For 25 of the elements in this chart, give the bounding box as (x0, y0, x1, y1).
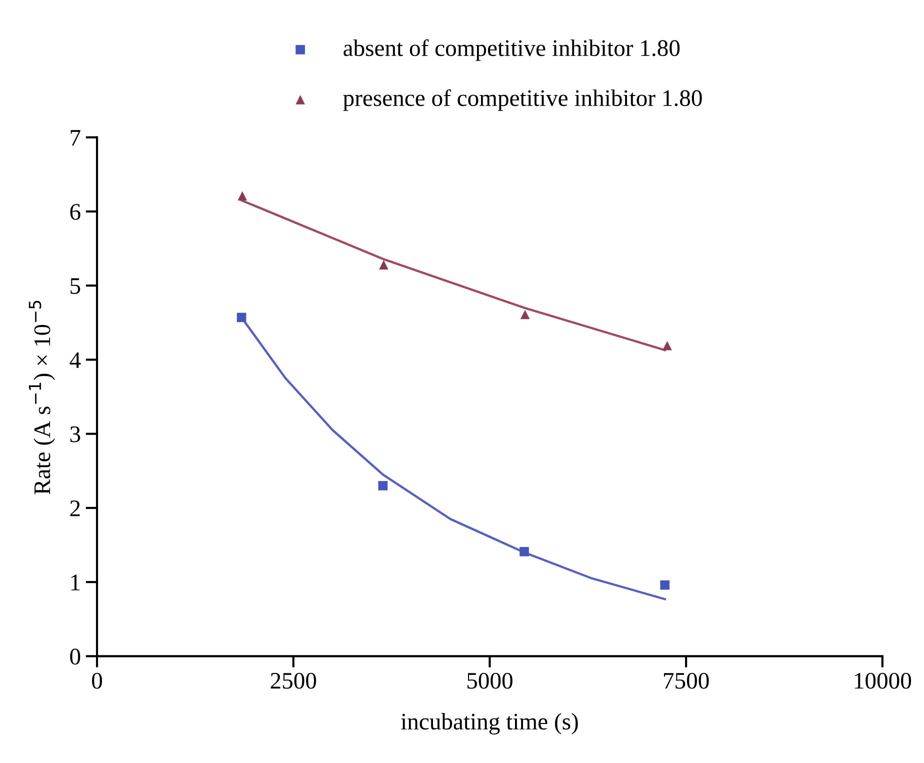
point (238, 191, 247, 201)
y-tick-label: 5 (70, 278, 80, 294)
point (660, 580, 670, 590)
y-tick-label: 0 (70, 648, 80, 665)
y-tick-label: 7 (70, 130, 80, 146)
y-tick-label: 1 (71, 574, 80, 590)
y-tick-label: 3 (70, 426, 80, 442)
point (520, 310, 530, 320)
x-tick-label: 0 (92, 672, 102, 689)
point (236, 312, 246, 322)
point (379, 260, 388, 270)
x-tick-label: 7500 (664, 672, 709, 689)
x-tick-label: 10000 (854, 672, 912, 689)
x-tick-label: 2500 (270, 672, 316, 689)
y-tick-label: 2 (70, 500, 80, 516)
y-axis-title: Rate (A s$^{−1}$) × 10$^{−5}$ (28, 300, 56, 494)
point (662, 340, 672, 350)
legend-label: presence of competitive inhibitor 1.80 (343, 89, 702, 111)
point (520, 547, 529, 556)
y-tick-label: 4 (70, 352, 81, 368)
y-tick-label: 6 (70, 204, 80, 220)
x-axis-title: incubating time (s) (401, 713, 578, 734)
legend-label: absent of competitive inhibitor 1.80 (344, 39, 680, 61)
point (378, 481, 388, 490)
x-tick-label: 5000 (467, 672, 512, 689)
